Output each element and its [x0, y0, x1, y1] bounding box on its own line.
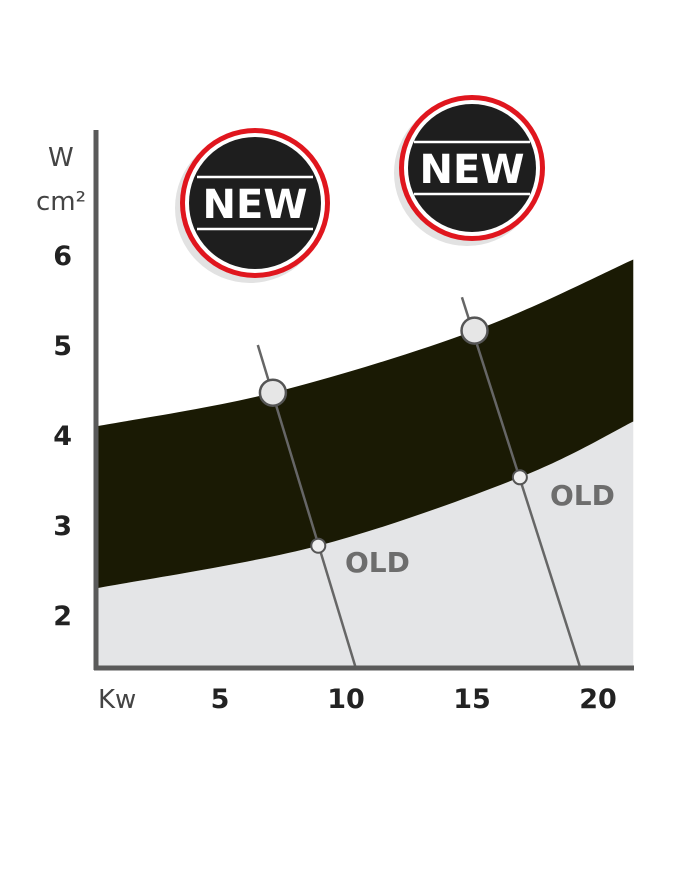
old-label: OLD: [345, 546, 410, 579]
x-tick-label: 15: [453, 684, 491, 715]
x-tick-label: 20: [579, 684, 617, 715]
new-badge-text: NEW: [420, 147, 525, 193]
below-band-area: [98, 421, 634, 669]
x-unit-kw: Kw: [98, 685, 136, 715]
old-point-marker: [310, 537, 327, 554]
y-unit-w: W: [48, 143, 74, 173]
y-tick-label: 2: [53, 601, 72, 632]
new-point-marker: [258, 378, 288, 407]
old-point-marker: [511, 469, 528, 486]
new-badge: NEW: [175, 128, 330, 283]
y-tick-label: 5: [53, 331, 72, 362]
x-tick-label: 5: [211, 684, 230, 715]
new-badge-text: NEW: [203, 182, 308, 228]
new-badge: NEW: [394, 95, 545, 246]
old-label: OLD: [550, 479, 615, 512]
y-tick-label: 6: [53, 241, 72, 272]
y-tick-label: 4: [53, 421, 72, 452]
new-point-marker: [460, 316, 489, 345]
y-unit-cm2: cm²: [36, 187, 86, 217]
new-band-area: [98, 259, 634, 588]
x-tick-label: 10: [327, 684, 365, 715]
y-tick-label: 3: [53, 511, 72, 542]
